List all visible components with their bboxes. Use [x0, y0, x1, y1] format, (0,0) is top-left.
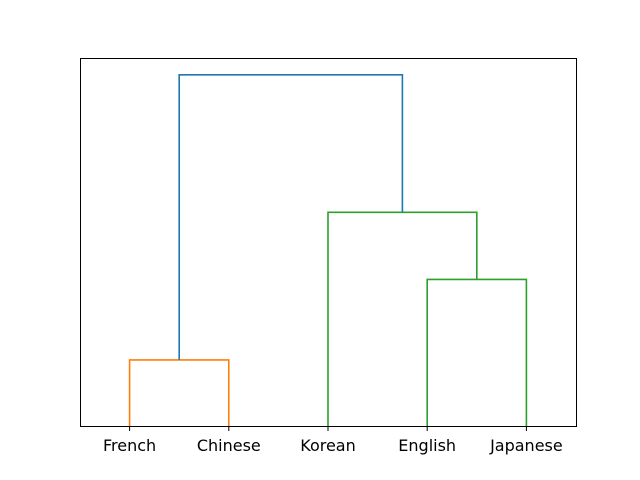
plot-frame — [80, 58, 577, 427]
dendrogram-links — [128, 73, 528, 427]
leaf-label-chinese: Chinese — [197, 436, 261, 455]
leaf-labels: French Chinese Korean English Japanese — [103, 427, 563, 455]
dendrogram-link-root — [178, 73, 404, 360]
leaf-label-french: French — [103, 436, 156, 455]
leaf-label-japanese: Japanese — [489, 436, 563, 455]
leaf-label-english: English — [398, 436, 456, 455]
leaf-label-korean: Korean — [300, 436, 356, 455]
